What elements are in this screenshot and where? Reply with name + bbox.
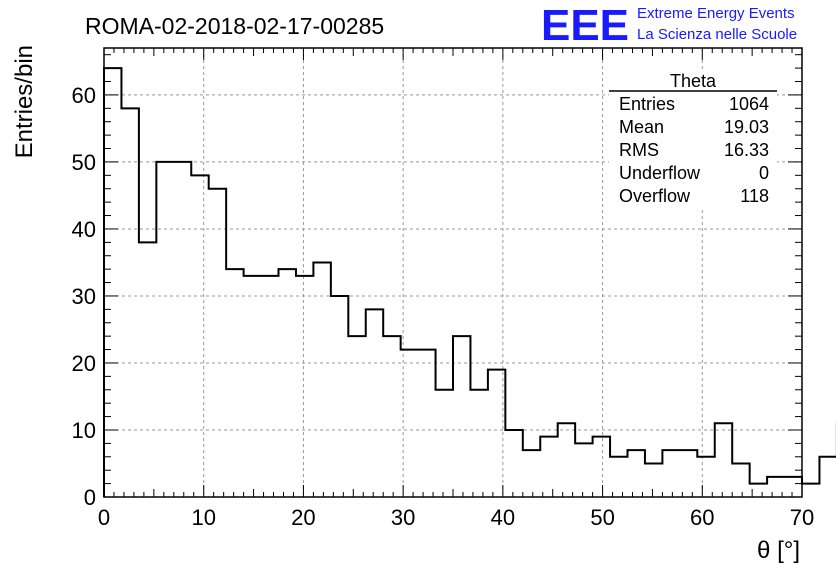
stats-row-label: Overflow — [619, 186, 691, 206]
y-tick-label: 20 — [72, 351, 96, 376]
x-tick-label: 60 — [690, 505, 714, 530]
stats-box: Theta Entries 1064 Mean 19.03 RMS 16.33 Underf… — [609, 71, 777, 208]
y-tick-label: 10 — [72, 418, 96, 443]
x-tick-label: 20 — [291, 505, 315, 530]
logo-line2: La Scienza nelle Scuole — [637, 26, 797, 43]
x-tick-label: 40 — [491, 505, 515, 530]
logo-letters: EEE — [541, 1, 629, 50]
y-tick-label: 40 — [72, 217, 96, 242]
y-tick-label: 30 — [72, 284, 96, 309]
histogram-outline — [103, 67, 836, 497]
y-axis-label: Entries/bin — [11, 45, 38, 158]
y-tick-label: 60 — [72, 83, 96, 108]
chart-title: ROMA-02-2018-02-17-00285 — [85, 13, 384, 39]
x-tick-label: 50 — [590, 505, 614, 530]
stats-rows: Entries 1064 Mean 19.03 RMS 16.33 Underflow 0 Ov… — [619, 94, 769, 206]
x-tick-label: 0 — [98, 505, 110, 530]
x-axis: 0 10 20 30 40 50 60 70 — [98, 48, 814, 530]
y-tick-label: 0 — [84, 485, 96, 510]
stats-row-value: 19.03 — [724, 117, 769, 137]
stats-row-label: Entries — [619, 94, 675, 114]
stats-row-value: 1064 — [729, 94, 769, 114]
stats-title: Theta — [670, 71, 717, 91]
x-tick-label: 30 — [391, 505, 415, 530]
eee-logo: EEE Extreme Energy Events La Scienza nel… — [541, 1, 797, 50]
stats-row-label: RMS — [619, 140, 659, 160]
stats-row-label: Underflow — [619, 163, 701, 183]
stats-row-label: Mean — [619, 117, 664, 137]
y-tick-label: 50 — [72, 150, 96, 175]
stats-row-value: 118 — [740, 186, 769, 206]
logo-line1: Extreme Energy Events — [637, 5, 795, 22]
stats-row-value: 0 — [759, 163, 769, 183]
y-axis: 0 10 20 30 40 50 60 — [72, 54, 802, 510]
stats-row-value: 16.33 — [724, 140, 769, 160]
x-tick-label: 10 — [191, 505, 215, 530]
stats-box-background — [609, 72, 777, 208]
x-axis-label: θ [°] — [757, 537, 800, 564]
x-tick-label: 70 — [790, 505, 814, 530]
